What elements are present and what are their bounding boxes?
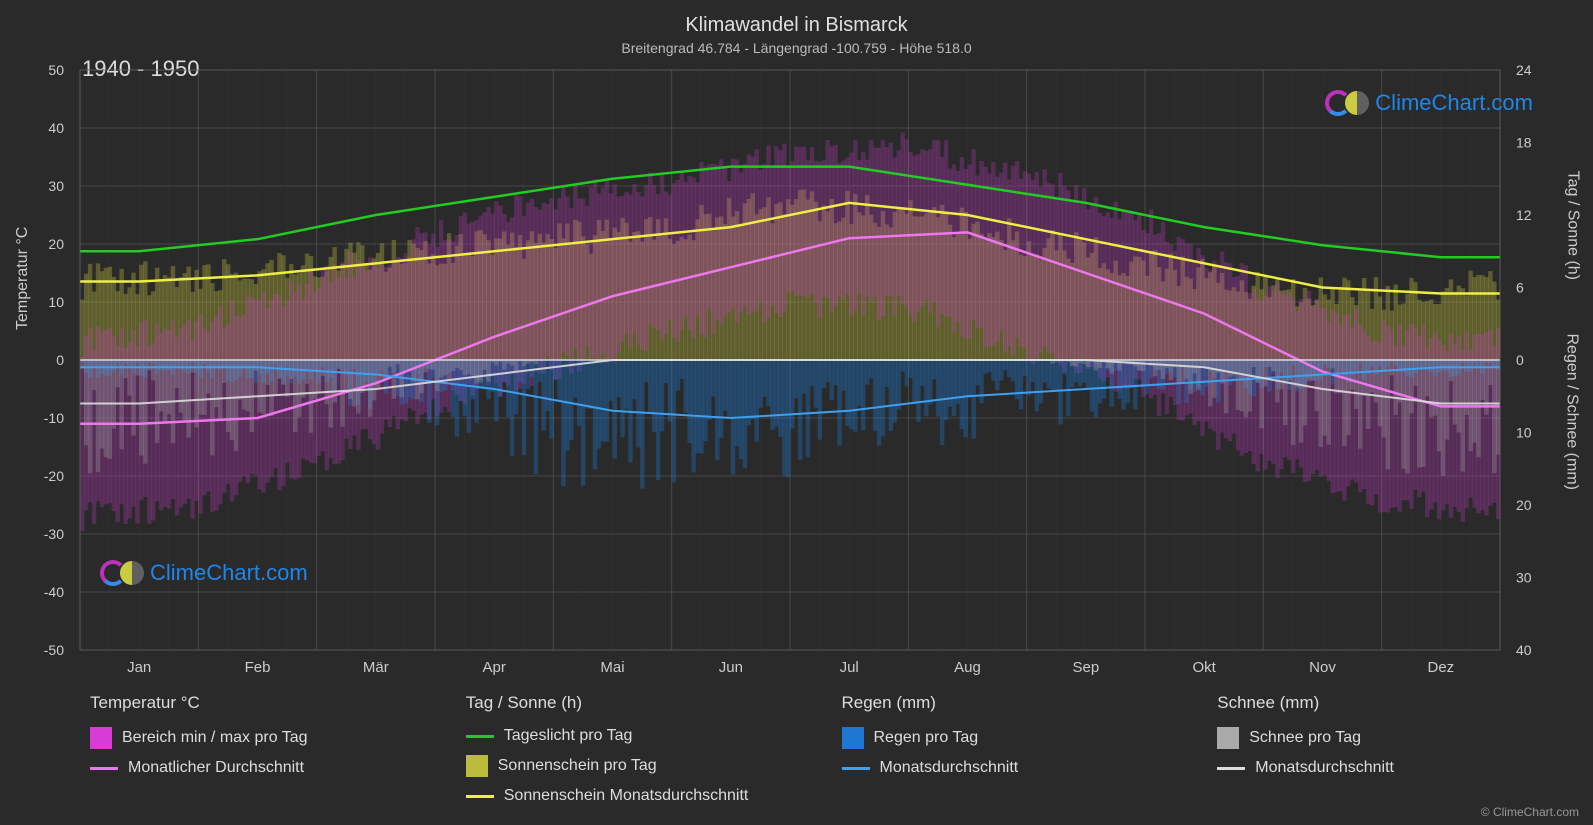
legend: Temperatur °C Bereich min / max pro Tag Mo… [90,693,1553,805]
chart-title: Klimawandel in Bismarck [0,14,1593,37]
legend-header: Tag / Sonne (h) [466,693,802,713]
legend-swatch [842,767,870,770]
legend-item: Sonnenschein pro Tag [466,755,802,777]
svg-text:Apr: Apr [482,659,505,676]
y-axis-right-top-label: Tag / Sonne (h) [1563,171,1581,280]
svg-text:0: 0 [56,352,64,368]
svg-text:20: 20 [1516,497,1532,513]
watermark-text: ClimeChart.com [1375,90,1533,116]
legend-header: Regen (mm) [842,693,1178,713]
svg-text:Nov: Nov [1309,659,1336,676]
legend-header: Temperatur °C [90,693,426,713]
svg-text:Feb: Feb [245,659,271,676]
legend-item: Monatsdurchschnitt [1217,759,1553,777]
legend-label: Regen pro Tag [874,729,979,747]
svg-text:40: 40 [1516,642,1532,658]
legend-swatch [1217,727,1239,749]
svg-text:-50: -50 [44,642,64,658]
svg-text:Aug: Aug [954,659,981,676]
svg-text:10: 10 [1516,425,1532,441]
legend-item: Monatsdurchschnitt [842,759,1178,777]
svg-text:-20: -20 [44,468,64,484]
svg-text:24: 24 [1516,62,1532,78]
legend-item: Tageslicht pro Tag [466,727,802,745]
legend-label: Sonnenschein pro Tag [498,757,657,775]
climechart-sun-icon [1345,91,1369,115]
legend-label: Tageslicht pro Tag [504,727,633,745]
legend-swatch [466,735,494,738]
legend-swatch [466,755,488,777]
legend-header: Schnee (mm) [1217,693,1553,713]
legend-item: Bereich min / max pro Tag [90,727,426,749]
svg-text:Sep: Sep [1072,659,1099,676]
svg-text:Jun: Jun [719,659,743,676]
svg-text:30: 30 [1516,570,1532,586]
y-axis-left-label: Temperatur °C [14,227,32,330]
svg-text:Jul: Jul [840,659,859,676]
watermark-top: ClimeChart.com [1325,90,1533,116]
svg-text:-30: -30 [44,526,64,542]
legend-label: Monatsdurchschnitt [1255,759,1394,777]
svg-text:10: 10 [48,294,64,310]
y-axis-right-bottom-label: Regen / Schnee (mm) [1563,333,1581,490]
legend-label: Schnee pro Tag [1249,729,1361,747]
legend-swatch [842,727,864,749]
svg-text:Dez: Dez [1427,659,1454,676]
legend-column: Schnee (mm) Schnee pro Tag Monatsdurchschn… [1217,693,1553,805]
legend-label: Bereich min / max pro Tag [122,729,308,747]
svg-text:30: 30 [48,178,64,194]
legend-label: Monatlicher Durchschnitt [128,759,304,777]
legend-item: Sonnenschein Monatsdurchschnitt [466,787,802,805]
svg-text:Mär: Mär [363,659,389,676]
svg-text:18: 18 [1516,135,1532,151]
climechart-sun-icon [120,561,144,585]
svg-text:-40: -40 [44,584,64,600]
legend-swatch [1217,767,1245,770]
svg-text:20: 20 [48,236,64,252]
svg-text:Mai: Mai [600,659,624,676]
svg-text:0: 0 [1516,352,1524,368]
svg-text:Okt: Okt [1192,659,1216,676]
svg-text:40: 40 [48,120,64,136]
legend-item: Regen pro Tag [842,727,1178,749]
chart-subtitle: Breitengrad 46.784 - Längengrad -100.759… [0,40,1593,56]
legend-label: Sonnenschein Monatsdurchschnitt [504,787,749,805]
svg-text:6: 6 [1516,280,1524,296]
legend-swatch [90,727,112,749]
legend-column: Temperatur °C Bereich min / max pro Tag Mo… [90,693,426,805]
svg-text:Jan: Jan [127,659,151,676]
watermark-text: ClimeChart.com [150,560,308,586]
legend-swatch [90,767,118,770]
copyright-text: © ClimeChart.com [1481,805,1579,819]
legend-item: Monatlicher Durchschnitt [90,759,426,777]
legend-label: Monatsdurchschnitt [880,759,1019,777]
legend-swatch [466,795,494,798]
legend-column: Regen (mm) Regen pro Tag Monatsdurchschnit… [842,693,1178,805]
legend-column: Tag / Sonne (h) Tageslicht pro Tag Sonnens… [466,693,802,805]
svg-text:50: 50 [48,62,64,78]
svg-text:-10: -10 [44,410,64,426]
watermark-bottom: ClimeChart.com [100,560,308,586]
svg-text:12: 12 [1516,207,1532,223]
legend-item: Schnee pro Tag [1217,727,1553,749]
